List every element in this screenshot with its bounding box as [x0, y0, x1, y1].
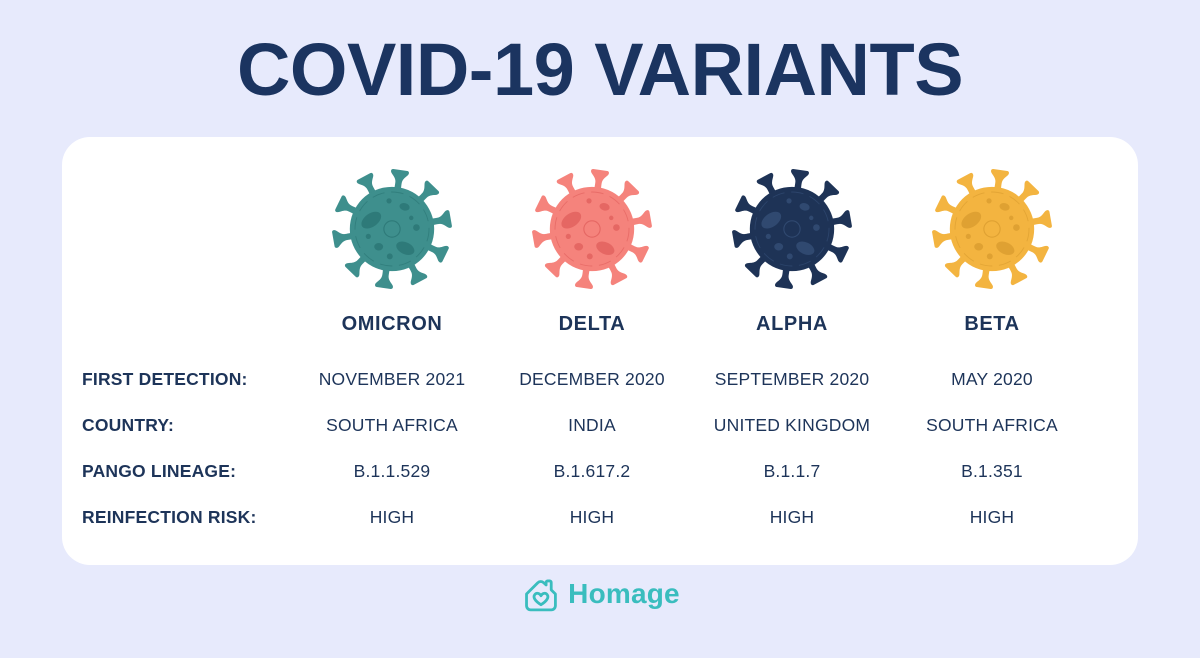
cell-value: B.1.1.7	[763, 460, 821, 481]
virus-icon-alpha	[732, 169, 852, 289]
variant-name: OMICRON	[341, 313, 443, 335]
cell-value: SEPTEMBER 2020	[714, 368, 870, 389]
cell-value: INDIA	[568, 414, 616, 435]
variant-column-omicron: OMICRON	[292, 155, 492, 336]
row-label: REINFECTION RISK:	[82, 506, 257, 527]
cell-value: UNITED KINGDOM	[713, 414, 871, 435]
cell-value: HIGH	[769, 506, 815, 527]
table-row: PANGO LINEAGE: B.1.1.529 B.1.617.2 B.1.1.7 B…	[82, 448, 1138, 494]
virus-icon-beta	[932, 169, 1052, 289]
variants-table: FIRST DETECTION: NOVEMBER 2021 DECEMBER 20…	[82, 356, 1138, 540]
cell-value: HIGH	[369, 506, 415, 527]
cell-value: SOUTH AFRICA	[926, 414, 1058, 435]
virus-icon-omicron	[332, 169, 452, 289]
table-row: COUNTRY: SOUTH AFRICA INDIA UNITED KINGDOM S…	[82, 402, 1138, 448]
variant-name: BETA	[964, 313, 1020, 335]
variant-header-row: OMICRON DELTA ALPHA	[82, 155, 1138, 336]
cell-value: B.1.617.2	[553, 460, 631, 481]
homage-house-heart-icon	[525, 579, 557, 612]
page-title: COVID-19 VARIANTS	[236, 28, 964, 111]
brand-logo-text: Homage	[568, 578, 680, 609]
cell-value: HIGH	[969, 506, 1015, 527]
row-label: COUNTRY:	[82, 414, 175, 435]
variant-column-alpha: ALPHA	[692, 155, 892, 336]
row-label: PANGO LINEAGE:	[82, 460, 237, 481]
virus-icon-delta	[532, 169, 652, 289]
brand-logo: Homage	[0, 575, 1200, 613]
variant-name: DELTA	[558, 313, 626, 335]
cell-value: B.1.1.529	[353, 460, 431, 481]
cell-value: B.1.351	[961, 460, 1023, 481]
variants-card: OMICRON DELTA ALPHA	[62, 137, 1138, 565]
variant-name: ALPHA	[756, 313, 828, 335]
variant-column-delta: DELTA	[492, 155, 692, 336]
cell-value: SOUTH AFRICA	[326, 414, 458, 435]
cell-value: HIGH	[569, 506, 615, 527]
table-row: FIRST DETECTION: NOVEMBER 2021 DECEMBER 20…	[82, 356, 1138, 402]
cell-value: MAY 2020	[951, 368, 1033, 389]
table-row: REINFECTION RISK: HIGH HIGH HIGH HIGH	[82, 494, 1138, 540]
cell-value: NOVEMBER 2021	[318, 368, 466, 389]
variant-column-beta: BETA	[892, 155, 1092, 336]
cell-value: DECEMBER 2020	[519, 368, 665, 389]
row-label: FIRST DETECTION:	[82, 368, 248, 389]
